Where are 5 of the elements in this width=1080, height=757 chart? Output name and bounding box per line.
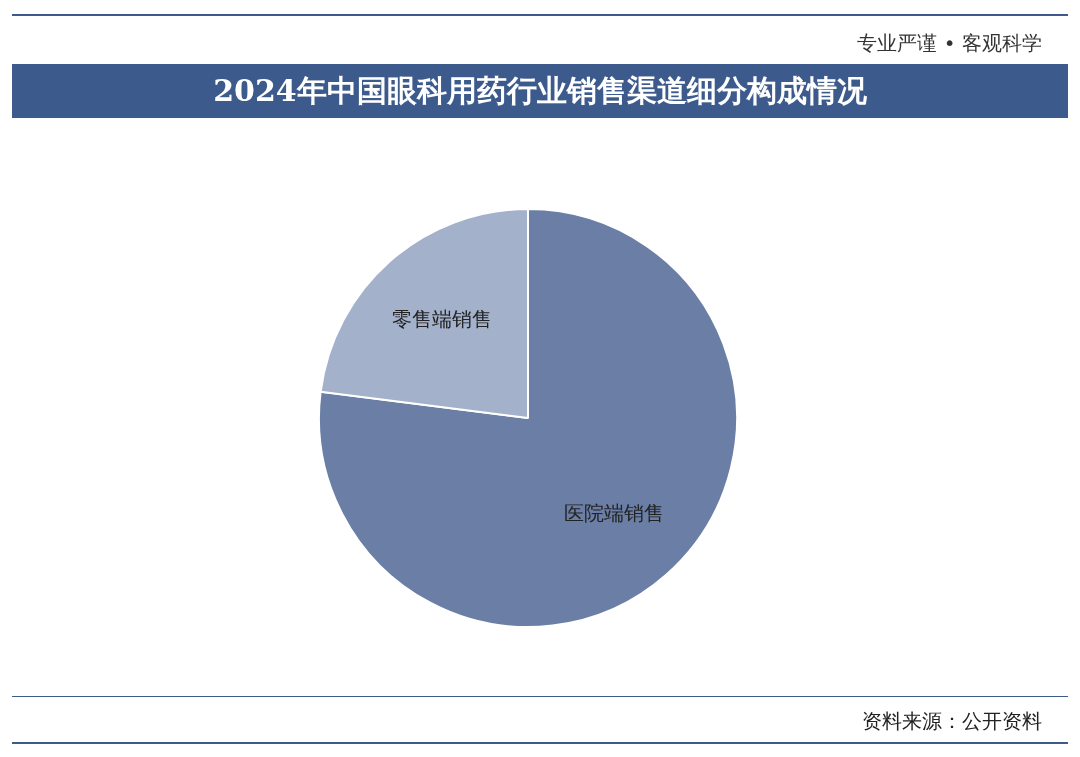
text: 专业严谨 • 客观科学 <box>857 30 1042 57</box>
text: 资料来源：公开资料 <box>862 708 1042 735</box>
slice-label: 零售端销售 <box>392 307 493 331</box>
slice-label: 医院端销售 <box>563 501 664 526</box>
chart-title: 2024年中国眼科用药行业销售渠道细分构成情况 <box>12 64 1068 118</box>
